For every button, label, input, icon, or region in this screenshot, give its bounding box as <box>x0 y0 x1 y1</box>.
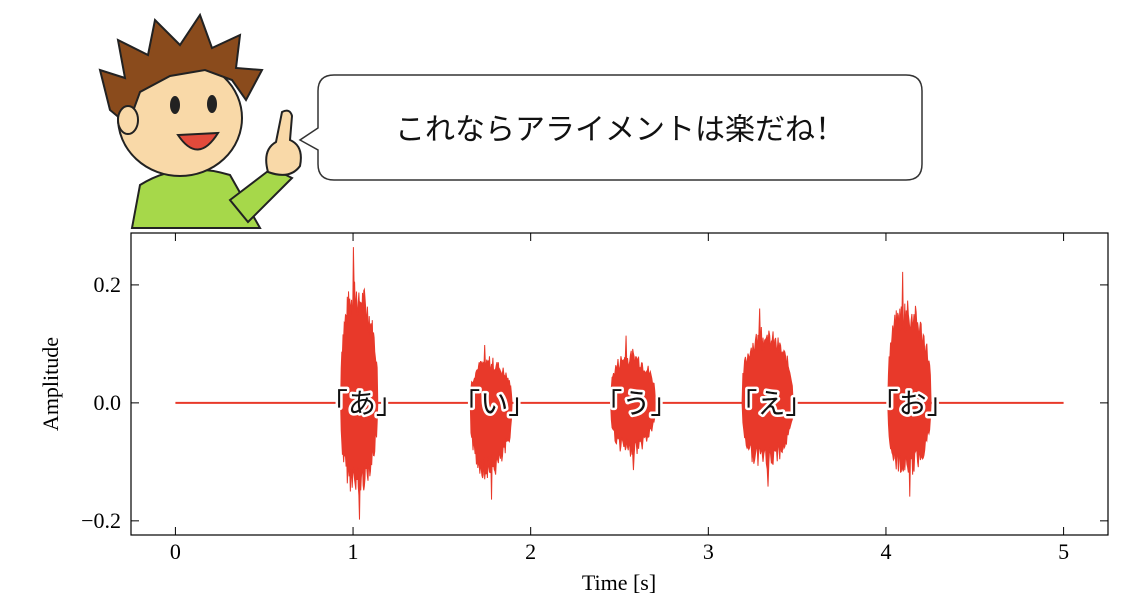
x-tick-label: 3 <box>703 539 714 564</box>
plot-frame <box>130 232 1109 536</box>
x-tick-label: 1 <box>348 539 359 564</box>
y-axis-label: Amplitude <box>38 337 63 431</box>
x-axis-label: Time [s] <box>582 570 656 595</box>
waveform-segment <box>340 247 384 520</box>
character <box>98 12 302 229</box>
segment-label: 「う」 <box>594 387 678 420</box>
segment-label: 「お」 <box>871 387 955 420</box>
waveform-segment <box>610 335 663 471</box>
speech-text: これならアライメントは楽だね！ <box>395 113 845 148</box>
x-tick-label: 0 <box>170 539 181 564</box>
y-tick-label: 0.0 <box>94 390 122 415</box>
segment-label: 「あ」 <box>320 387 404 420</box>
segment-label: 「え」 <box>729 387 813 420</box>
x-tick-label: 4 <box>880 539 891 564</box>
waveform-segment <box>887 271 938 497</box>
y-tick-label: −0.2 <box>81 508 121 533</box>
segment-label: 「い」 <box>452 387 536 420</box>
x-tick-label: 2 <box>525 539 536 564</box>
waveform-segment <box>469 345 519 500</box>
y-tick-label: 0.2 <box>94 272 122 297</box>
speech-bubble <box>298 74 923 181</box>
x-tick-label: 5 <box>1058 539 1069 564</box>
waveform-segment <box>741 308 801 487</box>
